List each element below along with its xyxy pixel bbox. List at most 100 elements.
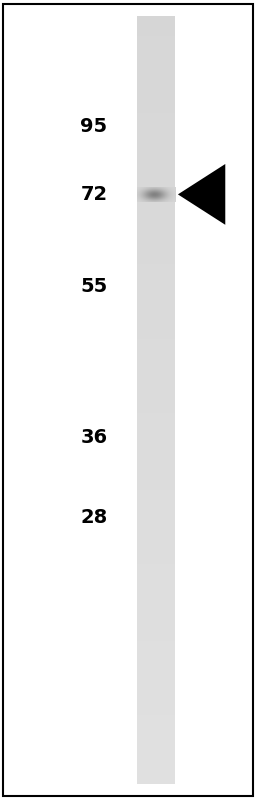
Bar [137, 264, 175, 267]
Bar [137, 287, 175, 290]
Bar [137, 202, 175, 206]
Bar [137, 735, 175, 738]
Bar [137, 435, 175, 438]
Bar [137, 305, 175, 308]
Bar [137, 661, 175, 664]
Bar [137, 541, 175, 543]
Bar [137, 543, 175, 546]
Bar [137, 402, 175, 405]
Bar [137, 266, 175, 270]
Bar [137, 274, 175, 277]
Text: 36: 36 [80, 428, 108, 447]
Bar [137, 428, 175, 430]
Bar [137, 761, 175, 763]
Text: 28: 28 [80, 508, 108, 527]
Bar [137, 569, 175, 571]
Bar [137, 223, 175, 226]
Bar [137, 98, 175, 101]
Bar [137, 528, 175, 530]
Bar [137, 284, 175, 287]
Bar [137, 205, 175, 208]
Bar [137, 279, 175, 282]
Bar [137, 658, 175, 661]
Bar [137, 246, 175, 249]
Bar [137, 338, 175, 341]
Bar [137, 387, 175, 390]
Bar [137, 458, 175, 462]
Bar [137, 584, 175, 587]
Bar [137, 166, 175, 170]
Bar [137, 776, 175, 779]
Bar [137, 179, 175, 182]
Bar [137, 571, 175, 574]
Bar [137, 294, 175, 298]
Bar [137, 686, 175, 690]
Bar [137, 292, 175, 295]
Bar [137, 200, 175, 203]
Bar [137, 602, 175, 605]
Bar [137, 228, 175, 231]
Bar [137, 95, 175, 98]
Bar [137, 72, 175, 75]
Bar [137, 123, 175, 126]
Bar [137, 730, 175, 733]
Bar [137, 522, 175, 526]
Bar [137, 269, 175, 272]
Bar [137, 190, 175, 193]
Bar [137, 707, 175, 710]
Bar [137, 720, 175, 722]
Bar [137, 448, 175, 451]
Bar [137, 426, 175, 428]
Bar [137, 681, 175, 684]
Bar [137, 354, 175, 357]
Bar [137, 740, 175, 743]
Bar [137, 210, 175, 213]
Bar [137, 172, 175, 174]
Bar [137, 676, 175, 679]
Bar [137, 597, 175, 600]
Bar [137, 336, 175, 338]
Bar [137, 230, 175, 234]
Bar [137, 394, 175, 398]
Bar [137, 356, 175, 359]
Bar [137, 18, 175, 21]
Bar [137, 213, 175, 216]
Bar [137, 420, 175, 423]
Bar [137, 668, 175, 671]
Bar [137, 349, 175, 351]
Bar [137, 618, 175, 620]
Bar [137, 746, 175, 748]
Bar [137, 258, 175, 262]
Bar [137, 15, 175, 18]
Bar [137, 21, 175, 24]
Bar [137, 256, 175, 259]
Bar [137, 710, 175, 712]
Bar [137, 725, 175, 728]
Bar [137, 254, 175, 257]
Bar [137, 454, 175, 456]
Bar [137, 497, 175, 500]
Bar [137, 330, 175, 334]
Bar [137, 364, 175, 366]
Bar [137, 778, 175, 782]
Bar [137, 187, 175, 190]
Bar [137, 126, 175, 129]
Bar [137, 461, 175, 464]
Bar [137, 262, 175, 264]
Bar [137, 74, 175, 78]
Bar [137, 671, 175, 674]
Bar [137, 492, 175, 494]
Bar [137, 418, 175, 421]
Bar [137, 70, 175, 72]
Bar [137, 502, 175, 505]
Bar [137, 512, 175, 515]
Bar [137, 192, 175, 195]
Bar [137, 195, 175, 198]
Bar [137, 362, 175, 364]
Bar [137, 226, 175, 229]
Bar [137, 220, 175, 223]
Bar [137, 515, 175, 518]
Bar [137, 151, 175, 154]
Bar [137, 51, 175, 54]
Bar [137, 576, 175, 579]
